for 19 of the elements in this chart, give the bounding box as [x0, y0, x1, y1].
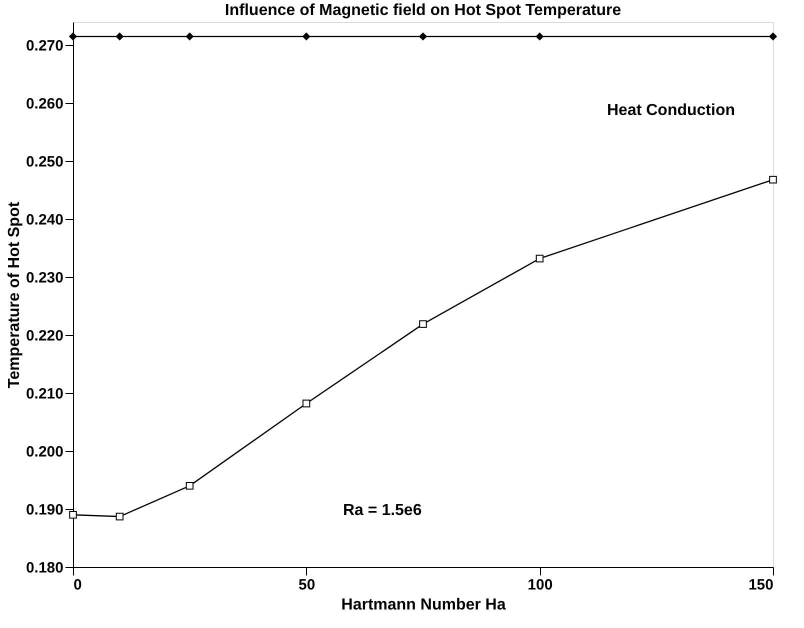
- y-tick-label: 0.240: [26, 212, 64, 229]
- y-tick-label: 0.230: [26, 270, 64, 287]
- y-tick-label: 0.200: [26, 444, 64, 461]
- x-tick-label: 0: [74, 576, 82, 594]
- x-axis-title: Hartmann Number Ha: [341, 596, 506, 614]
- y-tick-label: 0.220: [26, 328, 64, 345]
- y-tick-label: 0.250: [26, 154, 64, 171]
- x-tick-label: 100: [528, 576, 553, 594]
- x-tick-label: 150: [748, 576, 774, 594]
- y-tick-label: 0.210: [26, 386, 64, 403]
- y-tick-label: 0.190: [26, 502, 64, 519]
- annotation: Heat Conduction: [607, 102, 735, 119]
- chart-title: Influence of Magnetic field on Hot Spot Temperature: [224, 2, 622, 19]
- y-tick-label: 0.180: [26, 560, 64, 576]
- x-tick-label: 50: [298, 576, 316, 594]
- annotation: Ra = 1.5e6: [343, 502, 422, 519]
- y-tick-label: 0.270: [26, 38, 64, 55]
- y-tick-label: 0.260: [26, 96, 64, 113]
- y-axis-title: Temperature of Hot Spot: [6, 201, 23, 388]
